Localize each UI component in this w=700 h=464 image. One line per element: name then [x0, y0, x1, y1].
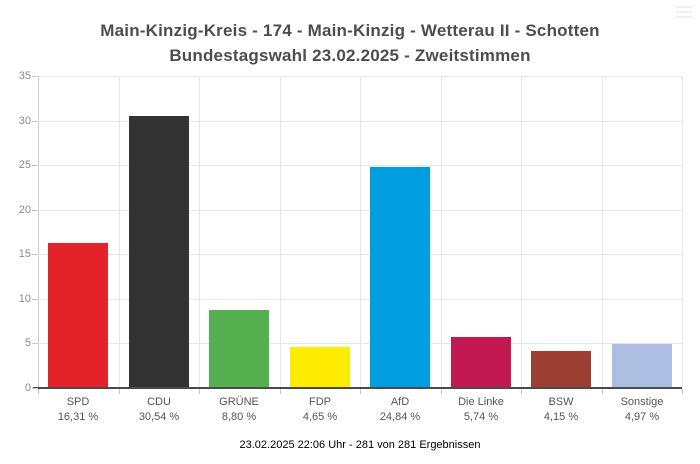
y-axis-label: 30 — [18, 114, 31, 127]
bar-AfD[interactable] — [370, 167, 430, 388]
bar-GRÜNE[interactable] — [209, 310, 269, 388]
y-axis-line — [38, 76, 39, 388]
y-axis-tick — [32, 298, 38, 300]
category-percentage: 24,84 % — [379, 411, 421, 423]
y-axis-tick — [32, 388, 38, 389]
category-name: BSW — [548, 396, 574, 408]
x-axis-tick — [441, 389, 442, 394]
gridline-vertical — [119, 76, 120, 388]
category-percentage: 5,74 % — [463, 411, 499, 423]
bar-Die Linke[interactable] — [451, 337, 511, 388]
category-name: SPD — [66, 396, 90, 408]
x-axis-tick — [199, 389, 200, 394]
bar-CDU[interactable] — [129, 116, 189, 388]
category-name: GRÜNE — [219, 396, 259, 408]
footer-caption: 23.02.2025 22:06 Uhr - 281 von 281 Ergeb… — [239, 439, 481, 451]
y-axis-label: 15 — [18, 248, 31, 261]
x-axis-tick — [360, 389, 361, 394]
category-name: Sonstige — [620, 396, 664, 408]
gridline-vertical — [280, 76, 281, 388]
x-axis-line — [33, 387, 682, 389]
gridline-vertical — [602, 76, 603, 388]
category-label-Sonstige: Sonstige 4,97 % — [621, 396, 664, 424]
y-axis-tick — [32, 254, 38, 256]
category-name: FDP — [309, 396, 331, 408]
y-axis-label: 20 — [18, 203, 31, 216]
category-label-FDP: FDP 4,65 % — [303, 396, 337, 424]
y-axis-label: 5 — [24, 337, 31, 350]
y-axis-tick — [32, 209, 38, 211]
chart-title-line1: Main-Kinzig-Kreis - 174 - Main-Kinzig - … — [100, 21, 600, 40]
gridline-vertical — [360, 76, 361, 388]
chart-title-line2: Bundestagswahl 23.02.2025 - Zweitstimmen — [169, 46, 531, 65]
category-label-GRÜNE: GRÜNE 8,80 % — [219, 396, 259, 424]
y-axis-tick — [32, 165, 38, 167]
x-axis-tick — [602, 389, 603, 394]
bar-Sonstige[interactable] — [612, 344, 672, 388]
x-axis-tick — [119, 389, 120, 394]
y-axis-label: 25 — [18, 159, 31, 172]
category-percentage: 4,97 % — [624, 411, 660, 423]
y-axis-tick — [32, 343, 38, 345]
category-percentage: 4,65 % — [302, 411, 338, 423]
category-percentage: 4,15 % — [543, 411, 579, 423]
y-axis-tick — [32, 76, 38, 77]
category-percentage: 8,80 % — [221, 411, 257, 423]
gridline-vertical — [521, 76, 522, 388]
plot-area — [38, 76, 683, 388]
x-axis-tick — [521, 389, 522, 394]
export-menu-icon-bar — [676, 11, 692, 13]
category-label-CDU: CDU 30,54 % — [139, 396, 179, 424]
x-axis-tick — [280, 389, 281, 394]
category-label-Die Linke: Die Linke 5,74 % — [458, 396, 504, 424]
category-label-BSW: BSW 4,15 % — [544, 396, 578, 424]
gridline-vertical — [199, 76, 200, 388]
category-name: CDU — [147, 396, 171, 408]
y-axis-label: 0 — [24, 382, 31, 394]
y-axis-label: 10 — [18, 292, 31, 305]
x-axis-tick — [682, 389, 683, 394]
category-name: Die Linke — [458, 396, 504, 408]
gridline-vertical — [682, 76, 683, 388]
export-menu-icon-bar — [676, 16, 692, 18]
bar-FDP[interactable] — [290, 347, 350, 388]
y-axis-label: 35 — [18, 70, 31, 82]
gridline-vertical — [441, 76, 442, 388]
bar-SPD[interactable] — [48, 243, 108, 388]
chart-title: Main-Kinzig-Kreis - 174 - Main-Kinzig - … — [0, 18, 700, 68]
category-label-AfD: AfD 24,84 % — [380, 396, 420, 424]
export-menu-icon-bar — [676, 6, 692, 8]
category-name: AfD — [390, 396, 410, 408]
category-percentage: 16,31 % — [57, 411, 99, 423]
category-label-SPD: SPD 16,31 % — [58, 396, 98, 424]
x-axis-tick — [38, 389, 39, 394]
bar-BSW[interactable] — [531, 351, 591, 388]
y-axis-tick — [32, 120, 38, 122]
export-menu-icon[interactable] — [676, 6, 692, 18]
category-percentage: 30,54 % — [138, 411, 180, 423]
